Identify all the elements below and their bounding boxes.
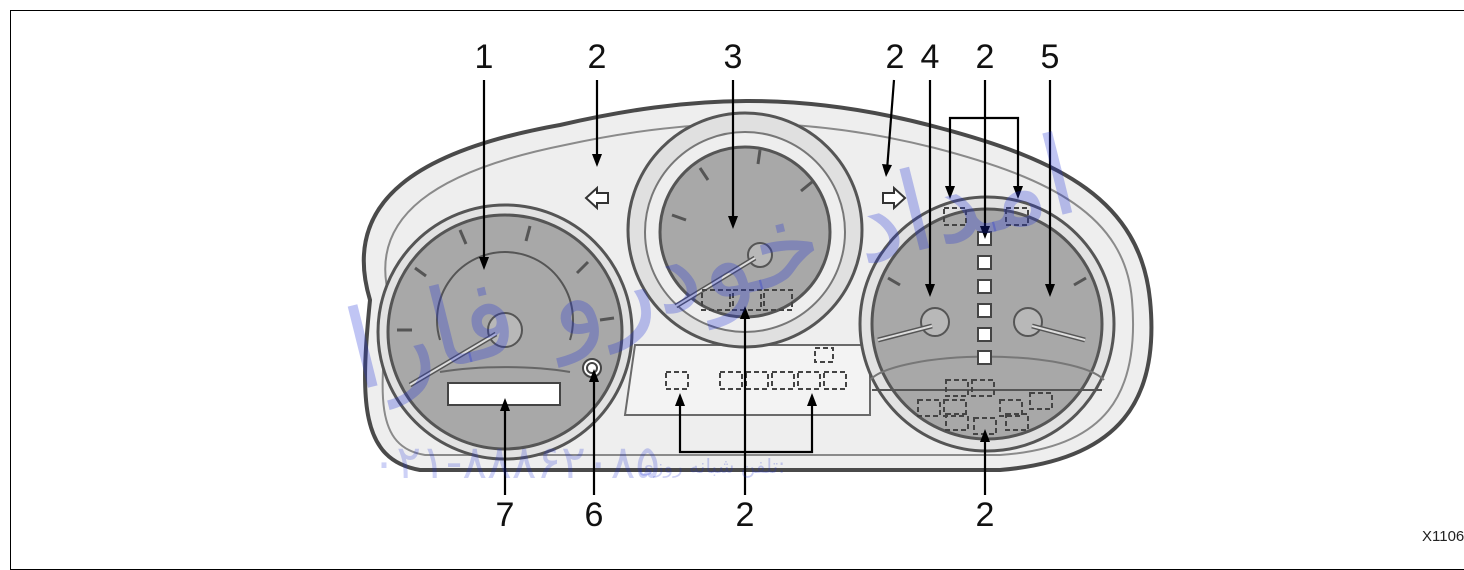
left-turn-signal-icon (584, 185, 609, 211)
callout-5: 5 (1041, 38, 1060, 76)
callout-2-right-turn: 2 (886, 38, 905, 76)
indicator-lamp-column (977, 231, 992, 365)
watermark-phone-number: ۰۲۱-۸۸۸۶۲۰۸۵ (372, 435, 660, 489)
figure-id: X1106 (1422, 528, 1464, 545)
right-turn-signal-icon (882, 185, 907, 211)
center-warning-lamp-boxes (665, 347, 847, 390)
callout-2-bottom-right: 2 (976, 496, 995, 534)
callout-2-left-turn: 2 (588, 38, 607, 76)
callout-3: 3 (724, 38, 743, 76)
callout-7: 7 (496, 496, 515, 534)
watermark-phone-label: تلفن شبانه روزی: (638, 454, 785, 478)
leader-arrowheads (479, 154, 1055, 442)
callout-2-bottom-center: 2 (736, 496, 755, 534)
cluster-housing-inner (381, 122, 1134, 456)
callout-6: 6 (585, 496, 604, 534)
warning-lamp-boxes (917, 207, 1053, 435)
callout-1: 1 (475, 38, 494, 76)
leader-lines (482, 79, 1052, 495)
lower-display-panel (623, 344, 871, 416)
instrument-cluster-diagram: امداد خودرو فارا تلفن شبانه روزی: ۰۲۱-۸۸… (333, 38, 1464, 545)
callout-4: 4 (921, 38, 940, 76)
speedometer-bottom-arc (439, 366, 571, 373)
tachometer (626, 111, 864, 349)
speedometer (376, 203, 634, 461)
callout-2-top: 2 (976, 38, 995, 76)
